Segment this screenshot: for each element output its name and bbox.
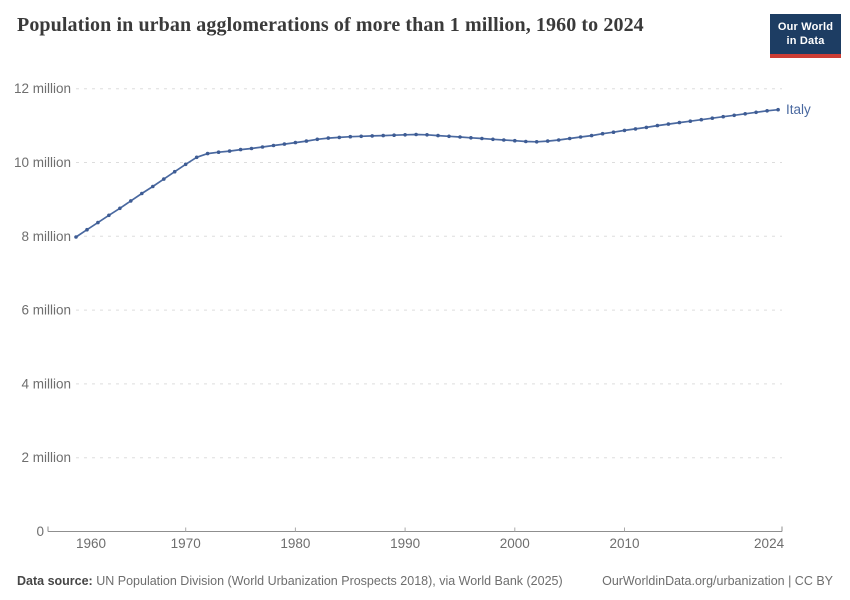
owid-logo-line2: in Data	[786, 35, 825, 48]
data-point	[534, 140, 539, 144]
data-point	[545, 139, 550, 143]
owid-logo-line1: Our World	[777, 21, 834, 33]
chart-header: Population in urban agglomerations of mo…	[17, 12, 841, 58]
x-axis-tick-label: 1980	[280, 536, 310, 551]
data-point	[633, 127, 638, 131]
data-point	[96, 220, 100, 225]
data-point	[172, 169, 177, 174]
data-point	[216, 150, 221, 154]
data-point	[238, 147, 243, 152]
series-label-italy: Italy	[786, 102, 811, 117]
data-point	[732, 113, 736, 118]
data-point	[721, 114, 725, 119]
owid-logo: Our World in Data	[770, 14, 841, 58]
data-point	[304, 139, 309, 143]
data-point	[502, 138, 506, 142]
data-point	[140, 191, 144, 196]
data-point	[381, 133, 386, 138]
y-axis-tick-label: 12 million	[14, 81, 71, 96]
data-point	[447, 134, 451, 139]
data-point	[688, 119, 693, 123]
y-axis-tick-label: 2 million	[21, 450, 71, 465]
data-point	[611, 130, 616, 134]
data-point	[776, 107, 780, 112]
data-source-label: Data source:	[17, 574, 93, 588]
data-point	[578, 135, 583, 139]
data-point	[425, 133, 429, 137]
data-point	[326, 136, 331, 140]
data-point	[556, 138, 561, 142]
data-point	[513, 138, 517, 143]
data-point	[754, 110, 758, 115]
y-axis-tick-label: 8 million	[21, 229, 71, 244]
data-point	[282, 142, 287, 146]
data-point	[436, 133, 440, 138]
data-point	[370, 134, 375, 138]
data-point	[491, 137, 495, 142]
data-point	[414, 132, 418, 137]
data-point	[249, 146, 254, 151]
y-axis-tick-label: 4 million	[21, 376, 71, 391]
data-point	[194, 155, 199, 160]
data-point	[743, 112, 747, 116]
data-point	[183, 162, 188, 167]
data-point	[403, 133, 407, 137]
data-point	[524, 139, 528, 144]
data-point	[227, 149, 232, 153]
data-point	[480, 136, 484, 141]
data-point	[359, 134, 364, 139]
chart-footer: Data source: UN Population Division (Wor…	[17, 574, 833, 588]
data-point	[644, 125, 649, 130]
y-axis-tick-label: 10 million	[14, 155, 71, 170]
x-axis-tick-label: 2024	[754, 536, 785, 551]
y-axis-tick-label: 6 million	[21, 303, 71, 318]
data-point	[666, 122, 671, 126]
data-point	[655, 123, 660, 128]
x-axis-tick-label: 1990	[390, 536, 420, 551]
data-point	[107, 213, 111, 218]
data-point	[589, 133, 594, 138]
data-point	[293, 140, 298, 145]
owid-credit-url: OurWorldinData.org/urbanization | CC BY	[602, 574, 833, 588]
data-point	[162, 177, 166, 181]
x-axis-tick-label: 1960	[76, 536, 106, 551]
data-point	[469, 136, 473, 140]
data-source: Data source: UN Population Division (Wor…	[17, 574, 563, 588]
data-point	[85, 227, 89, 232]
data-point	[622, 128, 627, 133]
x-axis-tick-label: 2000	[500, 536, 530, 551]
data-point	[392, 133, 396, 137]
data-point	[337, 135, 342, 140]
data-point	[600, 131, 605, 136]
data-point	[348, 134, 353, 139]
data-point	[567, 136, 572, 141]
y-axis-tick-label: 0	[36, 524, 44, 539]
data-point	[260, 145, 265, 149]
chart-title: Population in urban agglomerations of mo…	[17, 14, 644, 36]
data-point	[699, 117, 704, 122]
data-source-text: UN Population Division (World Urbanizati…	[96, 574, 563, 588]
data-point	[458, 135, 462, 139]
data-point	[315, 137, 320, 142]
data-line-italy	[75, 108, 779, 238]
data-point	[118, 206, 122, 211]
data-point	[74, 235, 78, 239]
data-point	[129, 199, 133, 203]
x-axis-tick-label: 1970	[171, 536, 201, 551]
data-point	[271, 143, 276, 148]
data-point	[205, 151, 210, 156]
data-point	[151, 184, 155, 189]
data-point	[677, 120, 682, 125]
data-point	[765, 109, 769, 113]
data-point	[710, 116, 715, 120]
x-axis-tick-label: 2010	[609, 536, 639, 551]
